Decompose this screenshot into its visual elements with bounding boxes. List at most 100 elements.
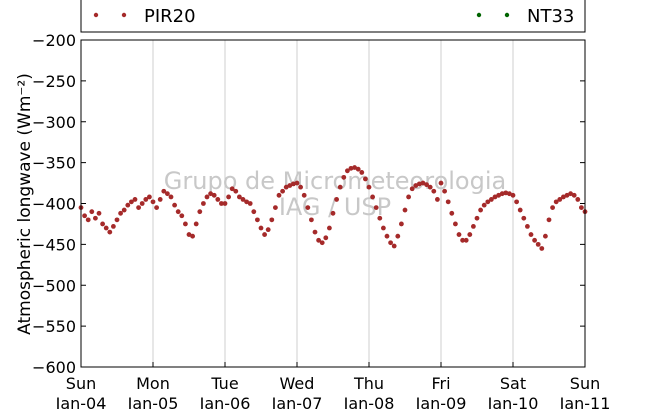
data-point [467,232,473,237]
data-point [427,184,433,190]
data-point [316,237,321,243]
data-point [143,197,149,202]
data-point [539,246,545,251]
data-point [507,191,512,197]
data-point [409,186,415,192]
data-point [247,201,253,206]
data-point [251,209,257,215]
data-point [481,202,487,208]
data-point [334,197,339,202]
data-point [575,197,581,202]
data-point [499,191,505,197]
data-point [532,237,537,243]
data-point [229,186,235,192]
data-point [82,213,87,219]
x-tick-label-date: Jan-07 [271,394,323,409]
data-point [377,215,383,221]
data-point [226,194,232,200]
data-point [291,181,296,187]
x-tick-label-day: Mon [136,374,170,393]
y-tick-label: −450 [32,235,76,254]
data-point [564,192,570,198]
data-point [125,202,131,208]
data-point [553,199,559,205]
data-point [165,191,170,197]
data-point [121,207,127,213]
data-point [103,225,109,231]
data-point [485,199,491,205]
data-point [273,205,278,210]
data-point [413,183,419,188]
data-point [492,194,498,200]
data-point [399,221,404,227]
data-point [193,221,199,227]
legend: PIR20 NT33 [80,0,586,33]
y-axis-label: Atmospheric longwave (Wm⁻²) [15,73,35,335]
legend-label-nt33: NT33 [527,6,574,27]
watermark-line-1: Grupo de Micrometeorologia [164,167,506,195]
data-point [197,209,203,215]
data-point [240,197,246,202]
data-point [129,199,134,205]
data-point [93,215,98,221]
data-point [276,192,282,198]
x-tick-label-date: Jan-11 [559,394,611,409]
data-point [208,191,214,197]
data-point [337,184,343,190]
data-point [417,181,422,187]
data-point [449,210,455,216]
data-point [345,168,350,174]
x-tick-label-date: Jan-10 [487,394,539,409]
data-point [550,205,555,210]
data-point [161,188,167,194]
y-tick-label: −400 [32,195,76,214]
y-tick-label: −350 [32,154,76,173]
data-point [179,213,185,219]
data-point [132,197,138,202]
data-point [543,233,548,239]
data-point [323,235,329,241]
data-point [381,225,386,231]
data-point [557,197,563,202]
data-point [319,240,325,246]
data-point [517,207,523,213]
data-point [456,232,462,237]
data-point [175,209,181,215]
data-point [521,215,527,221]
x-tick-label-day: Fri [431,374,450,393]
data-point [514,199,519,205]
data-point [489,197,494,202]
data-point [215,197,221,202]
x-tick-label-day: Sun [66,374,96,393]
x-tick-label-day: Sat [500,374,526,393]
data-point [528,232,534,237]
data-point [424,182,429,188]
y-tick-label: −200 [32,31,76,50]
data-point [571,192,577,198]
data-points [78,165,588,251]
data-point [579,205,584,210]
data-point [435,197,440,202]
data-point [366,184,372,190]
data-point [445,199,451,205]
data-point [496,192,501,198]
data-point [442,188,447,194]
data-point [168,194,174,200]
x-tick-label-date: Jan-04 [55,394,107,409]
data-point [352,165,357,170]
data-point [348,165,354,171]
data-point [384,233,390,239]
data-point [330,210,336,216]
data-point [136,205,142,210]
data-point [363,176,368,182]
x-tick-label-day: Wed [280,374,315,393]
data-point [327,225,332,231]
data-point [280,188,285,194]
data-point [373,205,379,210]
data-point [147,194,152,200]
legend-label-pir20: PIR20 [144,6,196,27]
x-tick-label-day: Thu [353,374,384,393]
data-point [89,209,95,215]
legend-marker-nt33-1 [476,12,482,18]
data-point [546,217,552,223]
